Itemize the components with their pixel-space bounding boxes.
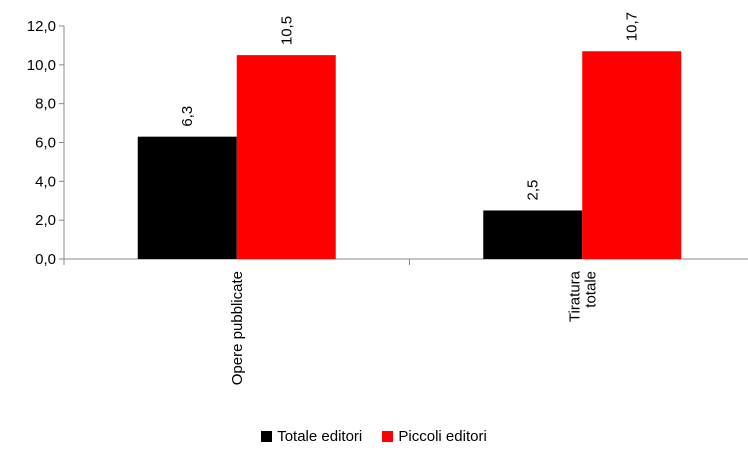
bar-chart: 0,0 2,0 4,0 6,0 8,0 10,0 12,0 6,3 10,5 Opere pubb… [27, 12, 748, 385]
y-tick-label: 6,0 [35, 135, 56, 152]
bar [137, 136, 237, 259]
y-tick-label: 2,0 [35, 212, 56, 229]
y-tick-label: 8,0 [35, 96, 56, 113]
category-label: totale [582, 271, 599, 308]
bar [236, 55, 336, 259]
legend-swatch-piccoli-editori [382, 431, 394, 442]
y-tick-label: 12,0 [27, 18, 56, 35]
data-label: 10,5 [278, 16, 295, 45]
legend-swatch-totale-editori [261, 431, 273, 442]
y-tick-label: 0,0 [35, 251, 56, 268]
legend-label-piccoli-editori: Piccoli editori [398, 428, 487, 445]
data-label: 10,7 [624, 12, 641, 41]
legend-item-totale-editori: Totale editori [261, 428, 362, 445]
bar [483, 210, 583, 259]
y-tick-label: 4,0 [35, 173, 56, 190]
data-label: 6,3 [179, 106, 196, 127]
category-label: Tiratura [566, 270, 583, 322]
legend-item-piccoli-editori: Piccoli editori [382, 428, 487, 445]
data-label: 2,5 [525, 180, 542, 201]
y-tick-label: 10,0 [27, 57, 56, 74]
legend-label-totale-editori: Totale editori [277, 428, 363, 445]
category-label: Opere pubblicate [229, 271, 246, 385]
legend: Totale editori Piccoli editori [0, 428, 748, 446]
bar [582, 51, 682, 259]
